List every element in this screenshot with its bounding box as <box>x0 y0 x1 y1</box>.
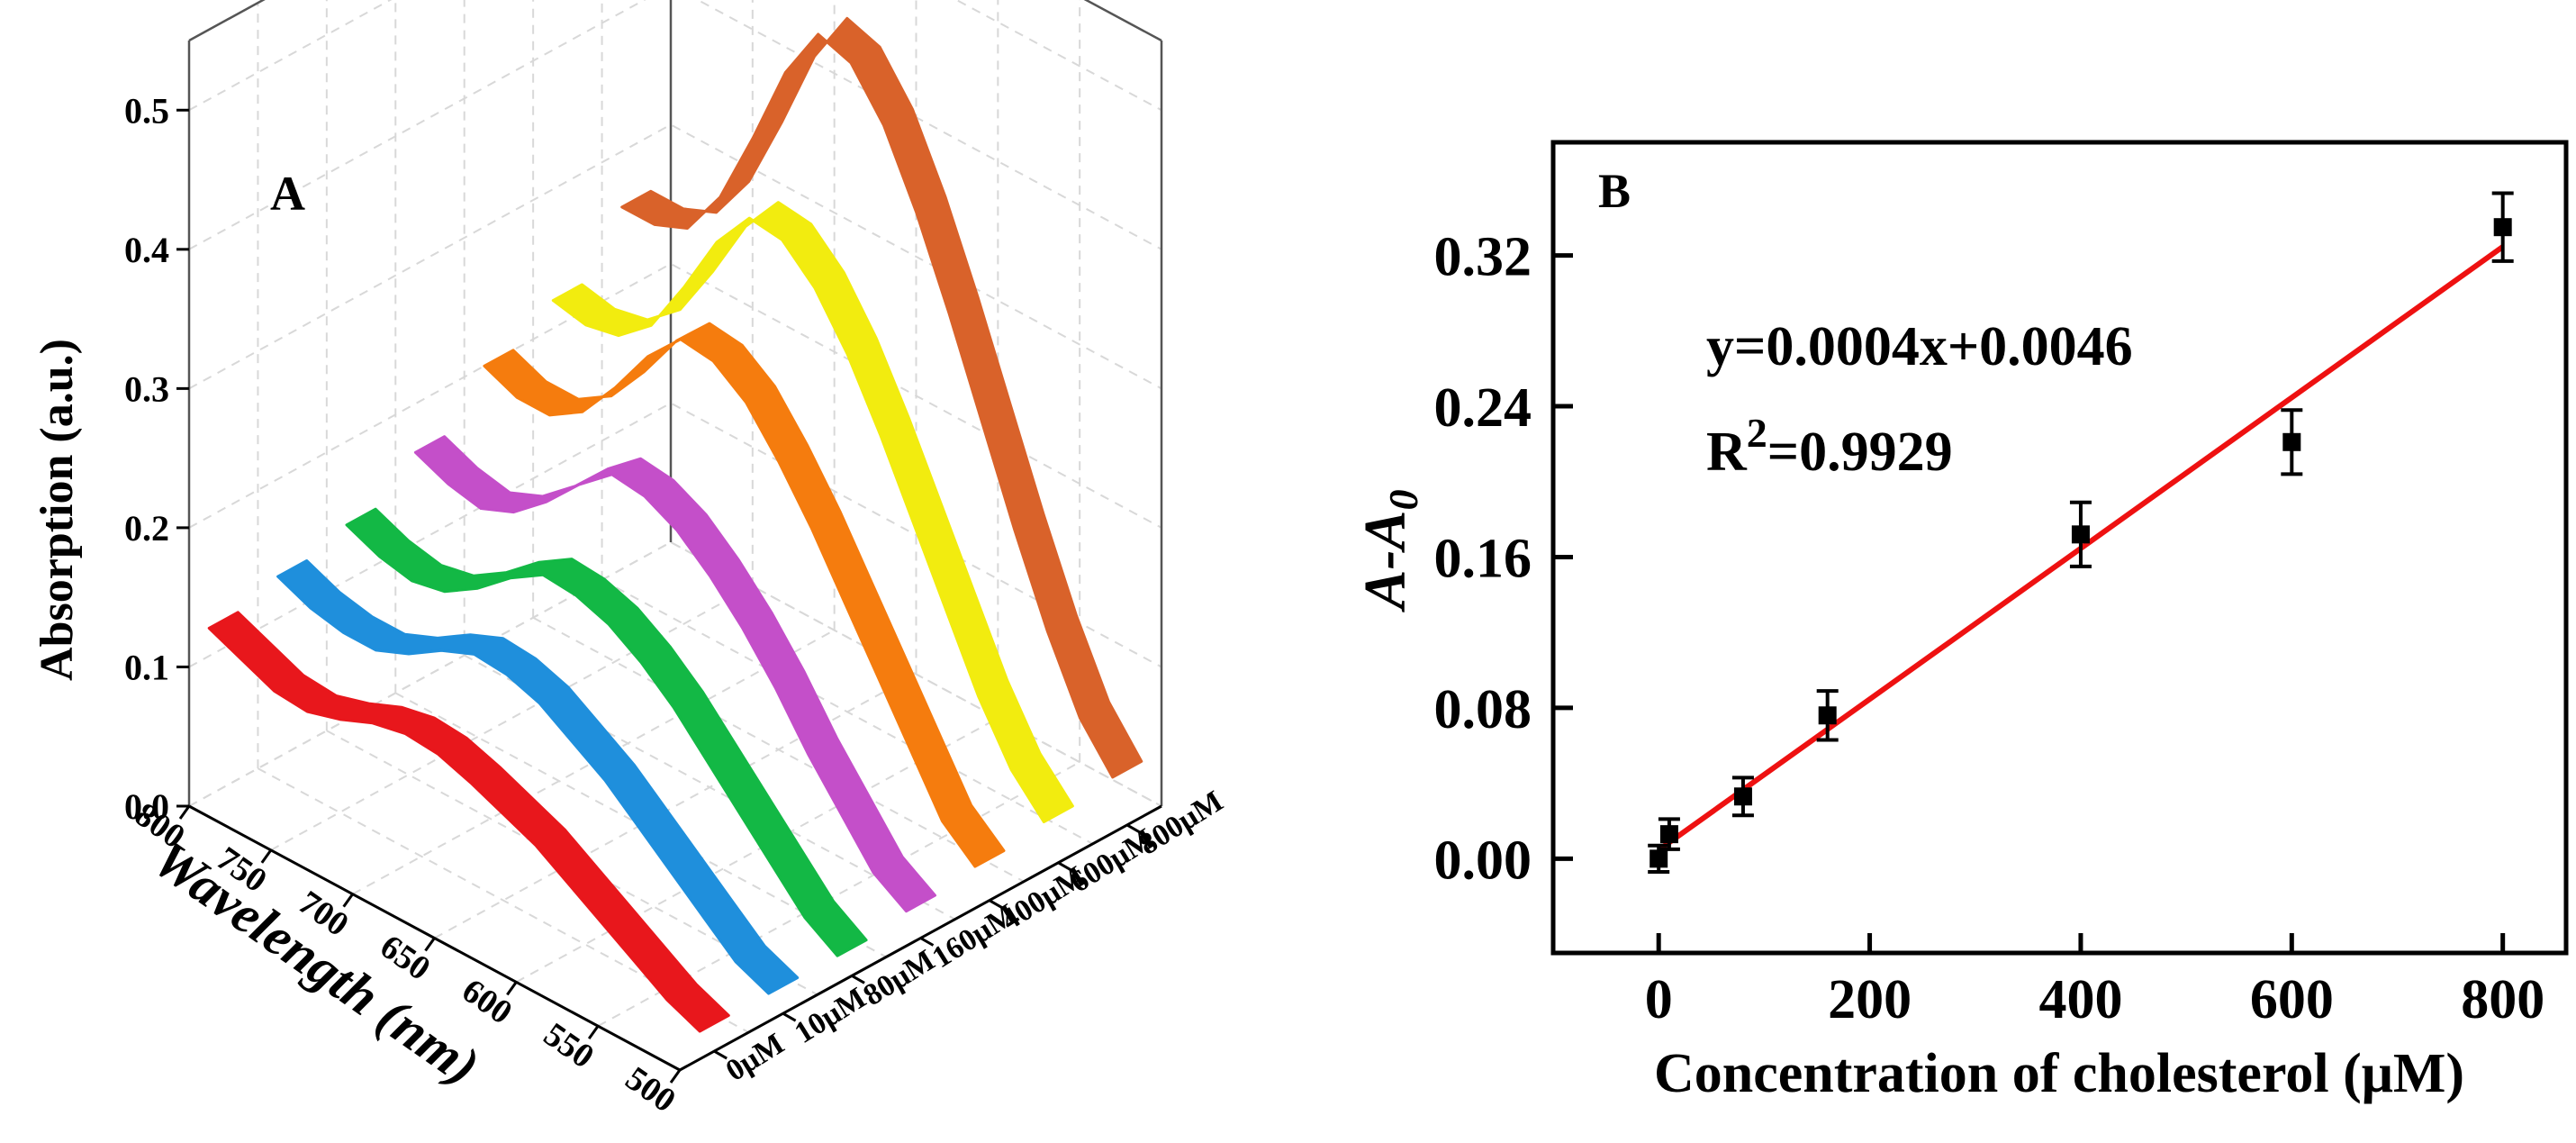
z-tick-label: 10μM <box>789 981 872 1050</box>
x-tick <box>506 981 518 996</box>
data-point <box>2281 408 2303 476</box>
series-ribbon-160μM <box>413 435 936 913</box>
floor-gridline <box>352 629 836 895</box>
x-tick-label: 500 <box>619 1059 682 1120</box>
x-tick-label: 400 <box>2038 969 2122 1030</box>
z-tick-label: 0μM <box>720 1027 791 1088</box>
x-tick-label: 200 <box>1828 969 1912 1030</box>
panel-a-label: A <box>270 167 305 221</box>
panel-b-plot-frame <box>1550 140 2569 956</box>
x-tick <box>424 937 436 952</box>
panel-b-label: B <box>1598 164 1631 218</box>
panel-a-waterfall-plot: 0.00.10.20.30.40.5 800750700650600550500… <box>32 0 1229 1120</box>
r2-superscript: 2 <box>1747 410 1767 456</box>
z-tick <box>782 1011 797 1022</box>
data-point <box>2491 191 2514 263</box>
point-marker <box>1733 787 1752 806</box>
panel-b-calibration-plot: 0.00 0.08 0.16 0.24 0.32 0 200 400 600 800 B y=0… <box>1352 140 2569 1104</box>
panel-b-x-ticks: 0 200 400 600 800 <box>1645 933 2544 1030</box>
y-tick-label: 0.08 <box>1434 679 1532 740</box>
x-tick <box>342 893 354 908</box>
floor-gridline <box>434 673 917 939</box>
floor-gridline <box>670 541 1162 807</box>
y-tick-label: 0.2 <box>124 508 169 549</box>
series-ribbon-400μM <box>483 322 1006 868</box>
x-tick-label: 550 <box>537 1015 601 1075</box>
x-tick-label: 0 <box>1645 969 1673 1030</box>
floor-gridline <box>464 654 956 921</box>
point-marker <box>2493 218 2512 237</box>
y-tick-label: 0.0 <box>124 786 169 827</box>
panel-a-series-group <box>207 16 1143 1033</box>
y-tick-label: 0.3 <box>124 368 169 409</box>
wall-gridline <box>188 0 1162 250</box>
y-tick-label: 0.24 <box>1434 377 1532 439</box>
point-marker <box>2282 432 2301 451</box>
y-tick-label: 0.16 <box>1434 528 1532 589</box>
z-tick <box>919 937 935 947</box>
panel-a-y-ticks: 0.0 0.1 0.2 0.3 0.4 0.5 <box>124 90 189 827</box>
series-ribbon-80μM <box>345 507 868 957</box>
floor-gridline <box>532 616 1025 883</box>
panel-a-x-axis-label: Wavelength (nm) <box>143 829 490 1096</box>
x-tick <box>587 1025 600 1040</box>
data-point <box>2069 500 2092 568</box>
y-tick-label: 0.00 <box>1434 830 1532 891</box>
panel-b-y-ticks: 0.00 0.08 0.16 0.24 0.32 <box>1434 227 1573 891</box>
series-ribbon-600μM <box>551 201 1074 823</box>
point-marker <box>1818 706 1837 725</box>
panel-b-x-axis-label: Concentration of cholesterol (μM) <box>1654 1043 2464 1104</box>
x-tick <box>669 1069 682 1084</box>
data-point <box>1731 776 1754 818</box>
y-tick-label: 0.32 <box>1434 227 1532 288</box>
panel-a-y-axis-label: Absorption (a.u.) <box>32 339 83 681</box>
point-marker <box>1650 849 1668 868</box>
box-edge <box>188 0 266 42</box>
floor-gridline <box>270 585 754 851</box>
wall-gridline <box>188 123 1162 390</box>
z-tick-label: 80μM <box>858 944 941 1013</box>
y-tick-label: 0.4 <box>124 230 169 270</box>
panel-b-data-points <box>1648 191 2514 874</box>
x-tick <box>260 848 273 864</box>
x-tick-label: 800 <box>2461 969 2544 1030</box>
floor-gridline <box>601 578 1094 845</box>
z-tick-label: 800μM <box>1133 785 1228 862</box>
floor-gridline <box>257 767 749 1034</box>
x-tick-label: 600 <box>455 972 519 1032</box>
data-point <box>1816 689 1839 742</box>
r2-prefix: R <box>1706 422 1748 483</box>
z-tick <box>989 899 1003 909</box>
panel-a-3d-box <box>187 0 1163 1071</box>
y-tick-label: 0.1 <box>124 647 169 687</box>
point-marker <box>1659 825 1678 844</box>
z-tick <box>851 975 865 984</box>
r2-value: =0.9929 <box>1767 422 1953 483</box>
panel-b-y-axis-label: A-A0 <box>1352 489 1426 612</box>
z-tick <box>713 1049 728 1060</box>
z-tick <box>1126 823 1141 834</box>
wall-gridline <box>188 262 1162 529</box>
data-point <box>1658 817 1680 851</box>
y-label-main: A-A <box>1352 510 1418 612</box>
point-marker <box>2071 525 2090 544</box>
y-tick-label: 0.5 <box>124 90 169 131</box>
panel-b-r-squared: R2=0.9929 <box>1706 410 1953 483</box>
z-tick <box>1057 861 1072 872</box>
series-ribbon-0μM <box>207 611 730 1033</box>
x-tick-label: 600 <box>2250 969 2334 1030</box>
data-point <box>1648 843 1670 874</box>
wall-gridline <box>188 402 1162 668</box>
y-label-subscript: 0 <box>1380 489 1426 510</box>
x-tick <box>178 805 191 820</box>
panel-b-fit-equation: y=0.0004x+0.0046 <box>1706 316 2133 377</box>
floor-gridline <box>597 761 1080 1028</box>
series-ribbon-10μM <box>276 559 800 995</box>
wall-gridline <box>188 0 1162 112</box>
series-ribbon-800μM <box>620 16 1143 779</box>
